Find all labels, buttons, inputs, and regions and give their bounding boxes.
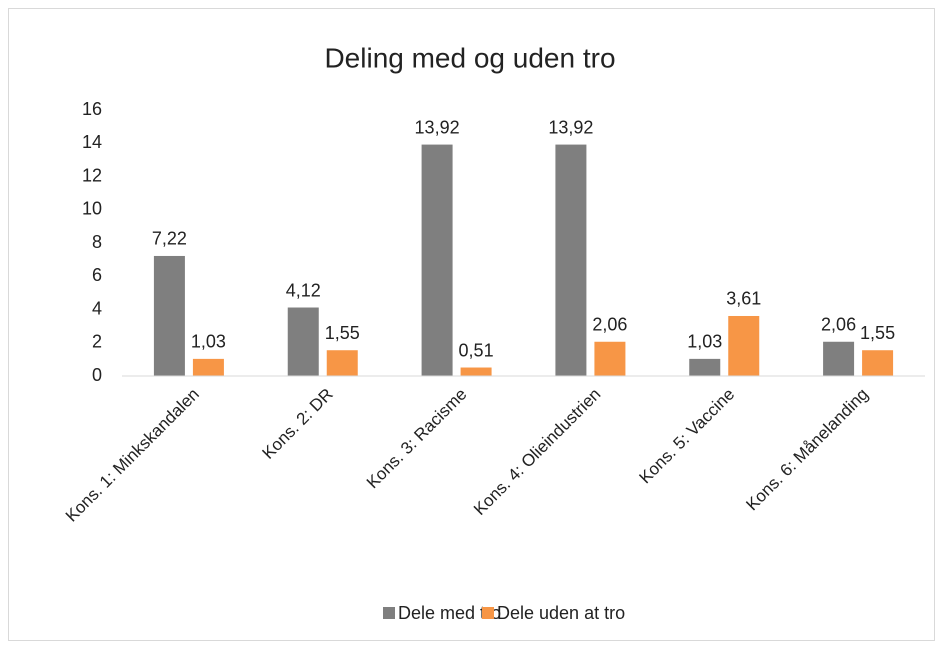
- y-tick-label: 10: [82, 199, 102, 219]
- bar: [287, 307, 319, 376]
- y-tick-label: 12: [82, 165, 102, 185]
- data-label: 4,12: [286, 280, 321, 300]
- y-tick-label: 14: [82, 132, 102, 152]
- bar: [153, 255, 185, 376]
- legend-swatch: [383, 607, 395, 619]
- bar: [460, 367, 492, 376]
- data-label: 0,51: [459, 340, 494, 360]
- y-tick-label: 0: [92, 365, 102, 385]
- bar: [728, 315, 760, 376]
- y-tick-label: 6: [92, 265, 102, 285]
- data-label: 7,22: [152, 229, 187, 249]
- data-label: 1,55: [325, 323, 360, 343]
- data-label: 1,55: [860, 323, 895, 343]
- y-tick-label: 16: [82, 99, 102, 119]
- data-label: 2,06: [821, 315, 856, 335]
- bar: [421, 144, 453, 376]
- bar: [823, 341, 855, 376]
- y-tick-label: 8: [92, 232, 102, 252]
- legend-label: Dele med tro: [398, 603, 501, 623]
- bar: [192, 358, 224, 376]
- data-label: 3,61: [726, 289, 761, 309]
- data-label: 1,03: [191, 332, 226, 352]
- chart-title: Deling med og uden tro: [324, 42, 615, 73]
- y-tick-label: 2: [92, 332, 102, 352]
- bar: [555, 144, 587, 376]
- y-tick-label: 4: [92, 298, 102, 318]
- bar: [326, 350, 358, 376]
- legend-swatch: [482, 607, 494, 619]
- data-label: 13,92: [548, 117, 593, 137]
- data-label: 2,06: [592, 315, 627, 335]
- chart-border: [8, 8, 935, 641]
- bar: [594, 341, 626, 376]
- bar: [689, 358, 721, 376]
- legend-label: Dele uden at tro: [497, 603, 625, 623]
- bar: [862, 350, 894, 376]
- data-label: 1,03: [687, 332, 722, 352]
- data-label: 13,92: [415, 117, 460, 137]
